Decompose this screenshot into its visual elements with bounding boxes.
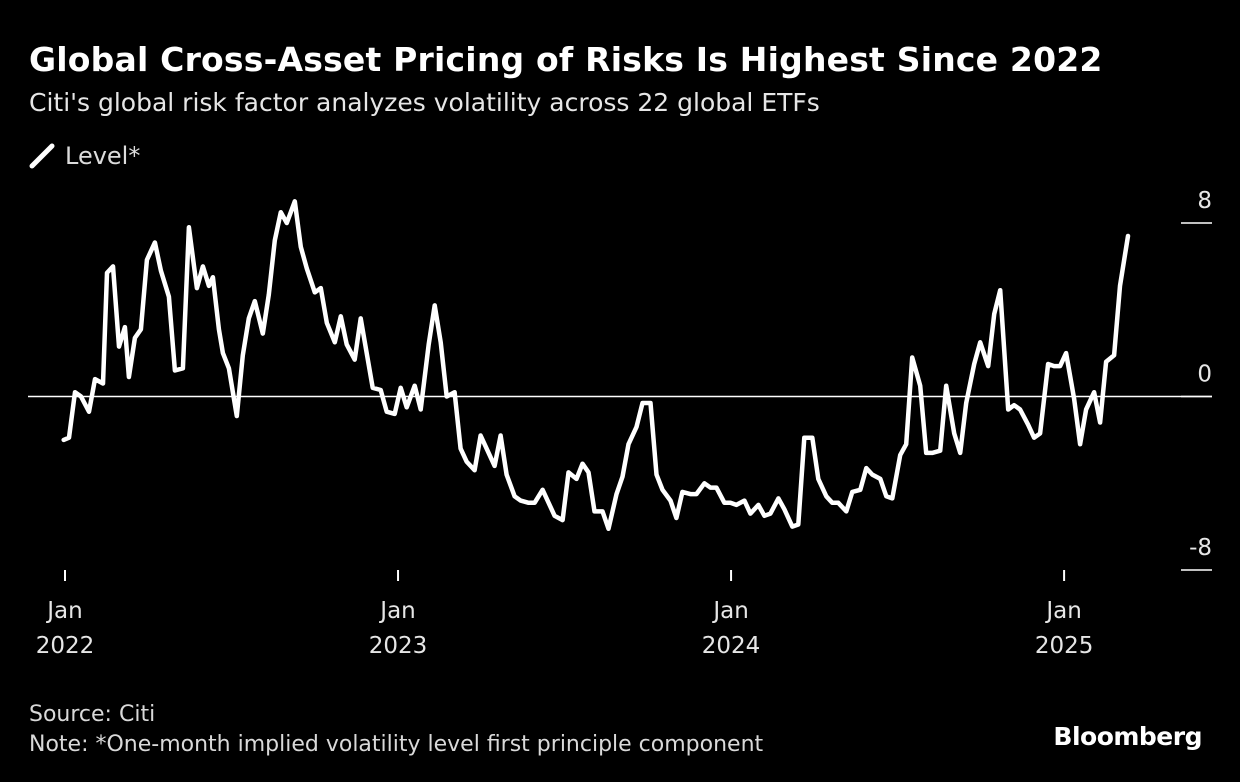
source-text: Source: Citi bbox=[29, 702, 156, 727]
y-tick-label: -8 bbox=[1189, 535, 1212, 561]
legend: Level* bbox=[29, 142, 140, 170]
footer: Source: Citi Note: *One-month implied vo… bbox=[29, 700, 763, 760]
x-tick-label-year: 2022 bbox=[36, 633, 95, 659]
bloomberg-logo: Bloomberg bbox=[1053, 722, 1202, 751]
note-text: Note: *One-month implied volatility leve… bbox=[29, 732, 764, 757]
y-tick-label: 0 bbox=[1197, 362, 1212, 388]
x-tick-label-year: 2025 bbox=[1035, 633, 1094, 659]
legend-line-icon bbox=[29, 143, 55, 169]
series-line-level bbox=[61, 199, 1131, 532]
x-tick-label-year: 2024 bbox=[702, 633, 761, 659]
x-tick-label-month: Jan bbox=[1044, 598, 1081, 624]
x-tick-label-year: 2023 bbox=[369, 633, 428, 659]
chart-title: Global Cross-Asset Pricing of Risks Is H… bbox=[29, 40, 1103, 79]
chart-subtitle: Citi's global risk factor analyzes volat… bbox=[29, 88, 820, 117]
x-tick-label-month: Jan bbox=[711, 598, 748, 624]
x-tick-label-month: Jan bbox=[378, 598, 415, 624]
legend-label: Level* bbox=[65, 142, 141, 170]
y-tick-label: 8 bbox=[1197, 188, 1212, 214]
line-chart: 8 0 -8 Jan 2022 Jan 2023 Jan 2024 Jan 2025 bbox=[28, 188, 1212, 659]
x-tick-label-month: Jan bbox=[45, 598, 82, 624]
